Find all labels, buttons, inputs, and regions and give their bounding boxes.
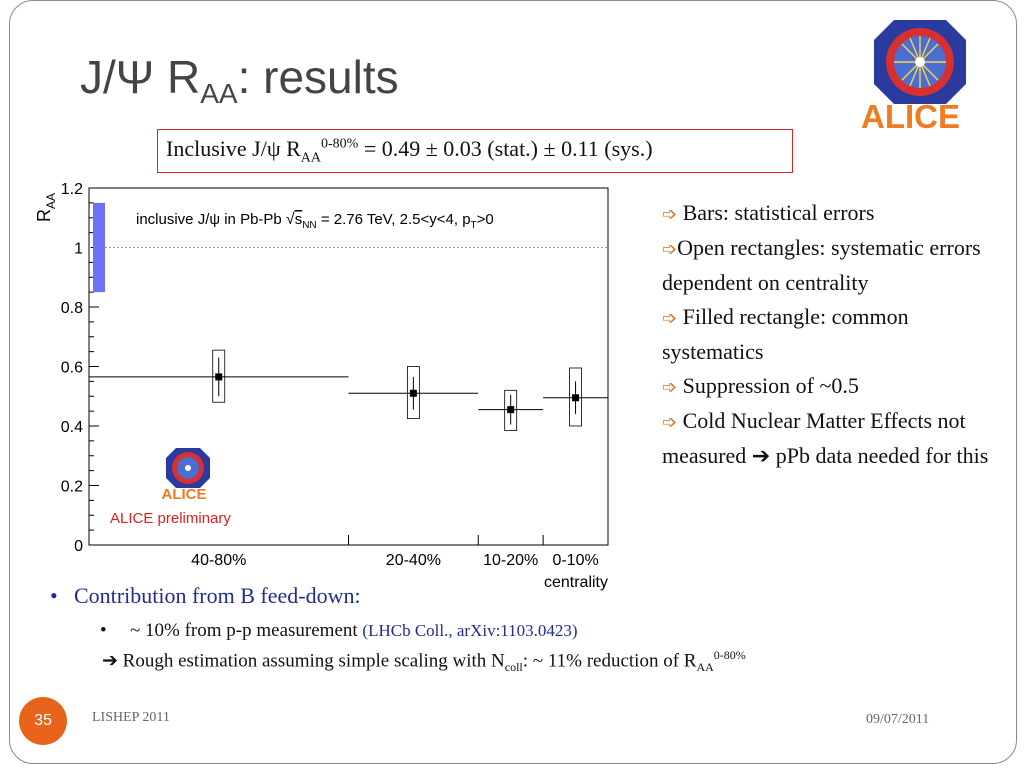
common-systematic-box: [93, 202, 105, 293]
bullet-dot-icon: •: [100, 620, 107, 641]
x-category-label: 10-20%: [483, 552, 538, 569]
arrow-icon: ➩: [662, 239, 678, 259]
slide-frame: [9, 0, 1017, 764]
sys-error-box: [569, 367, 582, 427]
y-tick-label: 0: [74, 538, 83, 555]
preliminary-label: ALICE preliminary: [110, 510, 231, 527]
result-prefix: Inclusive J/ψ R: [166, 136, 301, 161]
note-stat: ➩ Bars: statistical errors: [662, 200, 875, 225]
note-cnm: ➩ Cold Nuclear Matter Effects not measur…: [662, 408, 989, 468]
y-tick-label: 0.8: [61, 300, 83, 317]
alice-logo-center: [915, 57, 925, 67]
result-box: Inclusive J/ψ RAA0-80% = 0.49 ± 0.03 (st…: [157, 129, 793, 173]
arrow-icon: ➩: [662, 204, 678, 224]
mini-logo-text: ALICE: [162, 486, 207, 503]
x-category-label: 40-80%: [191, 552, 246, 569]
result-sub: AA: [300, 150, 321, 166]
x-axis-label: centrality: [544, 574, 608, 591]
reference-lhcb: (LHCb Coll., arXiv:1103.0423): [362, 621, 578, 640]
x-category-label: 0-10%: [552, 552, 598, 569]
page-number: 35: [19, 697, 67, 745]
result-value: = 0.49 ± 0.03 (stat.) ± 0.11 (sys.): [358, 136, 653, 161]
sys-error-box: [406, 366, 420, 419]
note-sys: ➩Open rectangles: systematic errors depe…: [662, 235, 981, 295]
arrow-icon: ➩: [662, 308, 678, 328]
data-point: [507, 406, 515, 414]
alice-logo-text: ALICE: [861, 98, 960, 135]
y-tick-label: 1: [74, 241, 83, 258]
alice-logo: [874, 20, 966, 104]
title-main: J/Ψ R: [80, 51, 201, 103]
bullet-b-feed-down: • Contribution from B feed-down:: [50, 583, 361, 608]
bullet-dot-icon: •: [50, 583, 58, 608]
note-suppression: ➩ Suppression of ~0.5: [662, 373, 859, 398]
bullet-estimation: ➔ Rough estimation assuming simple scali…: [102, 648, 746, 675]
sys-error-box: [504, 389, 518, 431]
y-tick-label: 0.6: [61, 360, 83, 377]
x-category-label: 20-40%: [386, 552, 441, 569]
bullet-pp-measurement: • ~ 10% from p-p measurement (LHCb Coll.,…: [100, 620, 578, 641]
arrow-icon: ➩: [662, 377, 678, 397]
title-rest: : results: [237, 51, 399, 103]
y-tick-label: 0.2: [61, 479, 83, 496]
y-tick-label: 1.2: [61, 181, 83, 198]
legend-text: inclusive J/ψ in Pb-Pb √sNN = 2.76 TeV, …: [136, 211, 494, 231]
data-point: [572, 394, 580, 402]
footer-conference: LISHEP 2011: [92, 710, 170, 725]
implies-icon: ➔: [102, 650, 118, 672]
sys-error-box: [212, 349, 226, 403]
arrow-icon: ➩: [662, 412, 678, 432]
mini-logo-center: [185, 465, 191, 471]
slide-title: J/Ψ RAA: results: [80, 50, 399, 110]
y-axis-label: RAA: [34, 193, 58, 222]
result-sup: 0-80%: [321, 136, 359, 152]
notes-panel: ➩ Bars: statistical errors ➩Open rectang…: [662, 196, 1007, 473]
data-point: [215, 373, 223, 381]
y-tick-label: 0.4: [61, 419, 83, 436]
title-sub: AA: [200, 78, 238, 110]
note-filled: ➩ Filled rectangle: common systematics: [662, 304, 909, 364]
implies-icon: ➔: [751, 443, 771, 468]
raa-chart: 0 0.2 0.4 0.6 0.8 1 1.2 40-80% 20-40% 10-20% 0-10%…: [34, 181, 609, 591]
data-point: [409, 389, 417, 397]
footer-date: 09/07/2011: [866, 712, 930, 727]
